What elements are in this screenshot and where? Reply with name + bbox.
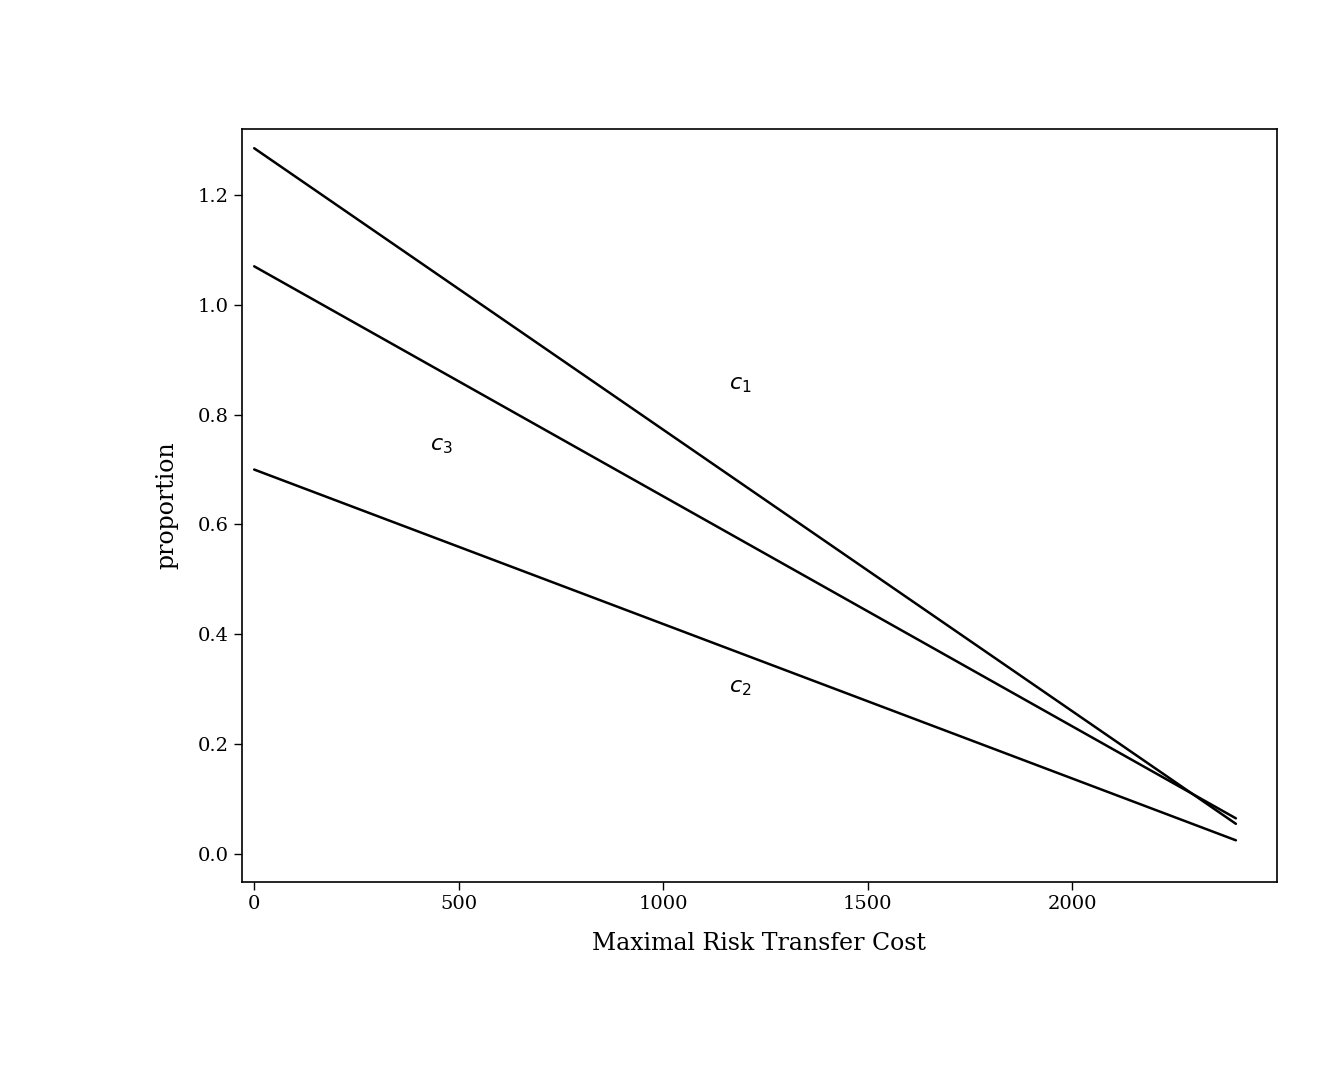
Text: $c_3$: $c_3$: [430, 434, 453, 456]
Y-axis label: proportion: proportion: [156, 442, 179, 569]
X-axis label: Maximal Risk Transfer Cost: Maximal Risk Transfer Cost: [593, 932, 926, 956]
Text: $c_2$: $c_2$: [728, 675, 751, 698]
Text: $c_1$: $c_1$: [728, 373, 751, 396]
